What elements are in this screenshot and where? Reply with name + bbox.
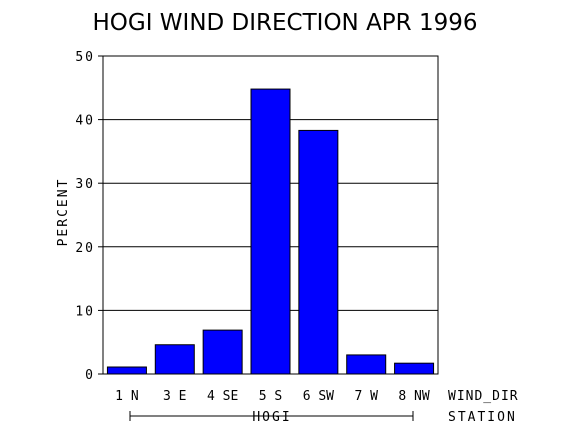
y-tick-label: 10 <box>75 304 95 319</box>
x-tick-label: 8 NW <box>398 389 429 404</box>
y-tick-label: 50 <box>75 50 95 65</box>
x-tick-label: 3 E <box>163 389 186 404</box>
y-axis-label: PERCENT <box>56 178 71 247</box>
station-name: HOGI <box>252 410 291 425</box>
y-tick-label: 0 <box>85 368 95 383</box>
bar <box>154 344 195 375</box>
bar <box>346 354 387 375</box>
station-bracket <box>129 411 414 421</box>
x-axis-ticks: 1 N 3 E 4 SE 5 S 6 SW 7 W 8 NW <box>115 389 430 404</box>
x-tick-label: 6 SW <box>303 389 334 404</box>
x-tick-label: 7 W <box>354 389 378 404</box>
chart-title: HOGI WIND DIRECTION APR 1996 <box>92 10 477 36</box>
y-tick-label: 20 <box>75 241 95 256</box>
y-tick-label: 40 <box>75 114 95 129</box>
x-axis-label: WIND_DIR <box>448 389 519 404</box>
bar <box>250 88 291 375</box>
bars <box>106 88 435 375</box>
x-tick-label: 4 SE <box>207 389 238 404</box>
bar <box>298 129 339 375</box>
x-tick-label: 5 S <box>259 389 282 404</box>
bar <box>106 366 147 375</box>
bar <box>394 362 435 375</box>
station-axis-label: STATION <box>448 410 517 425</box>
x-tick-label: 1 N <box>115 389 138 404</box>
plot-frame <box>102 55 439 375</box>
y-axis-ticks: 0 10 20 30 40 50 <box>75 50 103 383</box>
y-tick-label: 30 <box>75 177 95 192</box>
bar <box>202 329 243 375</box>
